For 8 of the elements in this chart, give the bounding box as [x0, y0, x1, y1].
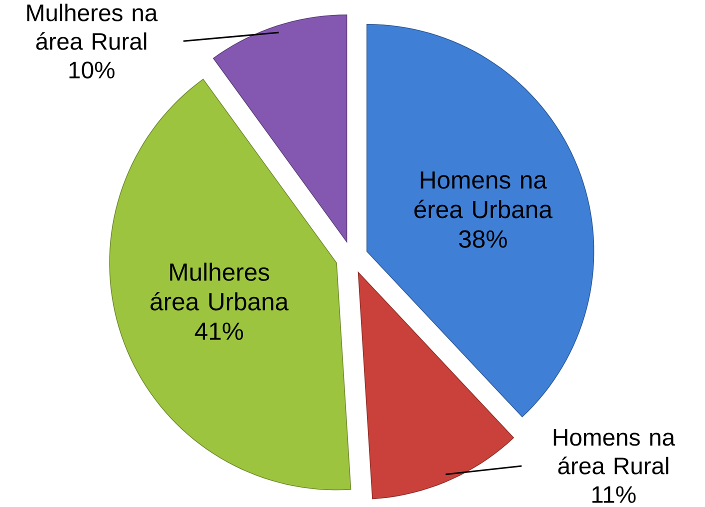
slice-label: Homens na érea Urbana: [414, 172, 552, 218]
slice-label: Homens na área Rural: [554, 429, 676, 475]
slice-label: Mulheres na área Rural: [27, 4, 158, 50]
data-label: 38%: [459, 230, 507, 248]
data-label: 11%: [592, 486, 636, 504]
data-label: 10%: [69, 62, 114, 79]
slice-label: Mulheres área Urbana: [150, 262, 289, 311]
data-label: 41%: [194, 322, 244, 340]
